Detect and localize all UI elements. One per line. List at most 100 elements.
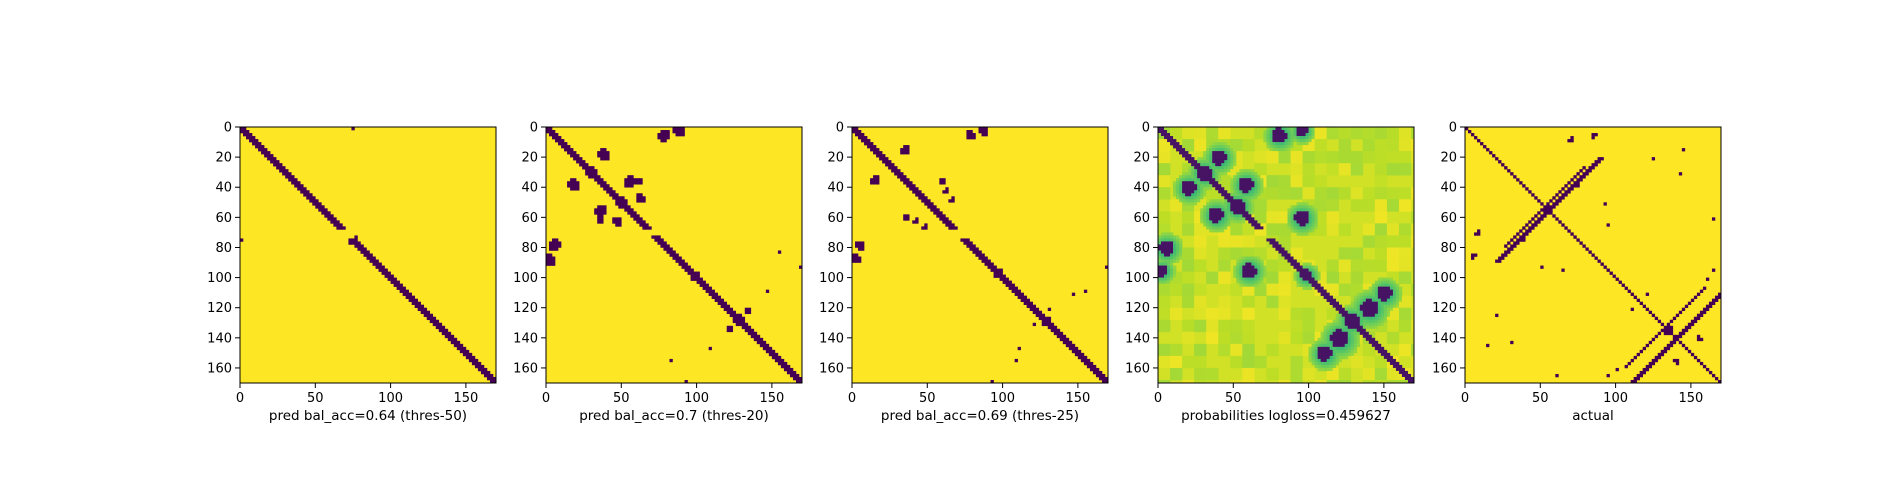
heatmap-cell xyxy=(1392,133,1397,137)
heatmap-cell xyxy=(1293,157,1297,161)
heatmap-cell xyxy=(1251,178,1255,182)
heatmap-cell xyxy=(717,298,721,302)
heatmap-cell xyxy=(1395,223,1400,227)
heatmap-cell xyxy=(636,178,640,182)
heatmap-cell xyxy=(1269,175,1273,179)
heatmap-cell xyxy=(1275,130,1279,134)
heatmap-cell xyxy=(1398,136,1403,140)
heatmap-cell xyxy=(1335,130,1339,134)
heatmap-cell xyxy=(1194,292,1198,296)
heatmap-cell xyxy=(1302,178,1306,182)
heatmap-cell xyxy=(1206,163,1210,167)
heatmap-cell xyxy=(1392,127,1397,131)
heatmap-cell xyxy=(1242,280,1246,284)
heatmap-cell xyxy=(621,202,625,206)
heatmap-cell xyxy=(405,289,409,293)
heatmap-cell xyxy=(1374,133,1379,137)
heatmap-cell xyxy=(1248,241,1252,245)
heatmap-cell xyxy=(948,223,952,227)
heatmap-cell xyxy=(1305,151,1309,155)
heatmap-cell xyxy=(858,136,862,140)
heatmap-cell xyxy=(1359,280,1364,284)
heatmap-cell xyxy=(1239,190,1243,194)
heatmap-cell xyxy=(1287,223,1291,227)
heatmap-cell xyxy=(1314,202,1318,206)
heatmap-cell xyxy=(1386,262,1391,266)
heatmap-cell xyxy=(1347,166,1352,170)
heatmap-cell xyxy=(1386,283,1391,287)
heatmap-cell xyxy=(1092,370,1097,375)
heatmap-cell xyxy=(1245,223,1249,227)
heatmap-cell xyxy=(1350,172,1355,176)
heatmap-cell xyxy=(912,187,916,191)
heatmap-cell xyxy=(1200,298,1204,302)
heatmap-cell xyxy=(1401,190,1406,194)
heatmap-cell xyxy=(1242,205,1246,209)
heatmap-cell xyxy=(1362,148,1367,152)
heatmap-cell xyxy=(1395,283,1400,287)
heatmap-cell xyxy=(1374,265,1379,269)
heatmap-cell xyxy=(1338,166,1343,170)
heatmap-cell xyxy=(1389,271,1394,275)
heatmap-cell xyxy=(1347,256,1352,260)
heatmap-cell xyxy=(1218,220,1222,224)
heatmap-cell xyxy=(1302,199,1306,203)
heatmap-cell xyxy=(1104,265,1109,269)
heatmap-cell xyxy=(1257,232,1261,236)
heatmap-cell xyxy=(1278,226,1282,230)
heatmap-cell xyxy=(1083,355,1088,360)
heatmap-cell xyxy=(351,241,355,245)
heatmap-cell xyxy=(1245,196,1249,200)
heatmap-cell xyxy=(1371,259,1376,263)
heatmap-cell xyxy=(1221,256,1225,260)
heatmap-cell xyxy=(1206,157,1210,161)
heatmap-cell xyxy=(1320,292,1324,296)
heatmap-cell xyxy=(1344,136,1349,140)
heatmap-cell xyxy=(1395,289,1400,293)
heatmap-cell xyxy=(567,181,571,185)
heatmap-cell xyxy=(1182,181,1186,185)
heatmap-cell xyxy=(1281,148,1285,152)
heatmap-cell xyxy=(1296,169,1300,173)
heatmap-cell xyxy=(1377,277,1382,281)
heatmap-cell xyxy=(1386,274,1391,278)
heatmap-cell xyxy=(1320,205,1324,209)
heatmap-cell xyxy=(465,352,470,357)
heatmap-cell xyxy=(1227,127,1231,131)
heatmap-cell xyxy=(351,238,355,242)
heatmap-cell xyxy=(642,199,646,203)
heatmap-cell xyxy=(1092,364,1097,369)
heatmap-cell xyxy=(1341,136,1346,140)
heatmap-cell xyxy=(1314,148,1318,152)
heatmap-cell xyxy=(1362,298,1367,302)
heatmap-cell xyxy=(1269,280,1273,284)
heatmap-cell xyxy=(1329,151,1333,155)
heatmap-cell xyxy=(414,304,418,308)
heatmap-cell xyxy=(1173,235,1177,239)
heatmap-cell xyxy=(1194,217,1198,221)
heatmap-cell xyxy=(1401,169,1406,173)
heatmap-cell xyxy=(1161,277,1165,281)
heatmap-cell xyxy=(1317,142,1321,146)
heatmap-cell xyxy=(1275,145,1279,149)
heatmap-cell xyxy=(1239,202,1243,206)
heatmap-cell xyxy=(1380,289,1385,293)
heatmap-cell xyxy=(630,214,634,218)
heatmap-cell xyxy=(921,226,925,230)
heatmap-cell xyxy=(1203,151,1207,155)
heatmap-cell xyxy=(1179,244,1183,248)
heatmap-cell xyxy=(939,178,943,182)
heatmap-cell xyxy=(1242,289,1246,293)
heatmap-cell xyxy=(1371,229,1376,233)
heatmap-cell xyxy=(1221,184,1225,188)
heatmap-cell xyxy=(1326,196,1330,200)
heatmap-cell xyxy=(1278,265,1282,269)
heatmap-cell xyxy=(1362,229,1367,233)
heatmap-cell xyxy=(1059,334,1064,339)
heatmap-cell xyxy=(1197,127,1201,131)
heatmap-cell xyxy=(1284,223,1288,227)
heatmap-cell xyxy=(1401,274,1406,278)
heatmap-cell xyxy=(1350,199,1355,203)
heatmap-cell xyxy=(912,220,916,224)
heatmap-cell xyxy=(1278,196,1282,200)
